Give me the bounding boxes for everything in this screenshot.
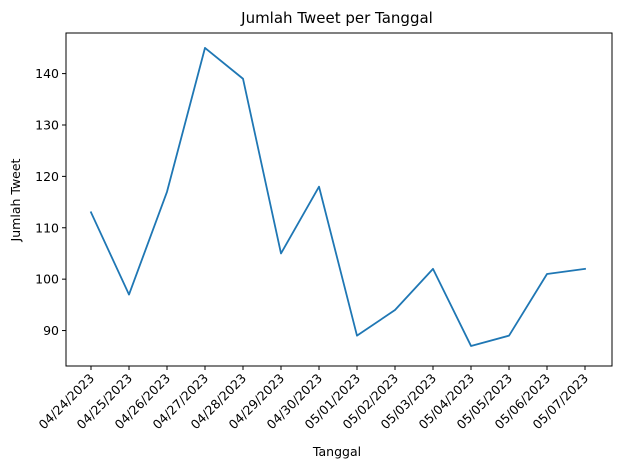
x-axis-title: Tanggal <box>312 444 361 459</box>
y-tick-label: 100 <box>35 272 59 287</box>
y-tick-label: 110 <box>35 220 59 235</box>
plot-frame <box>65 32 613 367</box>
x-ticks: 04/24/202304/25/202304/26/202304/27/2023… <box>36 366 591 432</box>
y-tick-label: 90 <box>43 323 59 338</box>
y-tick-label: 120 <box>35 169 59 184</box>
y-tick-label: 140 <box>35 66 59 81</box>
y-tick-label: 130 <box>35 117 59 132</box>
y-axis-title: Jumlah Tweet <box>8 158 23 242</box>
series-group <box>89 47 587 347</box>
chart-title: Jumlah Tweet per Tanggal <box>240 9 433 27</box>
y-ticks: 90 100 110 120 130 140 <box>35 66 66 338</box>
series-line <box>89 47 587 347</box>
